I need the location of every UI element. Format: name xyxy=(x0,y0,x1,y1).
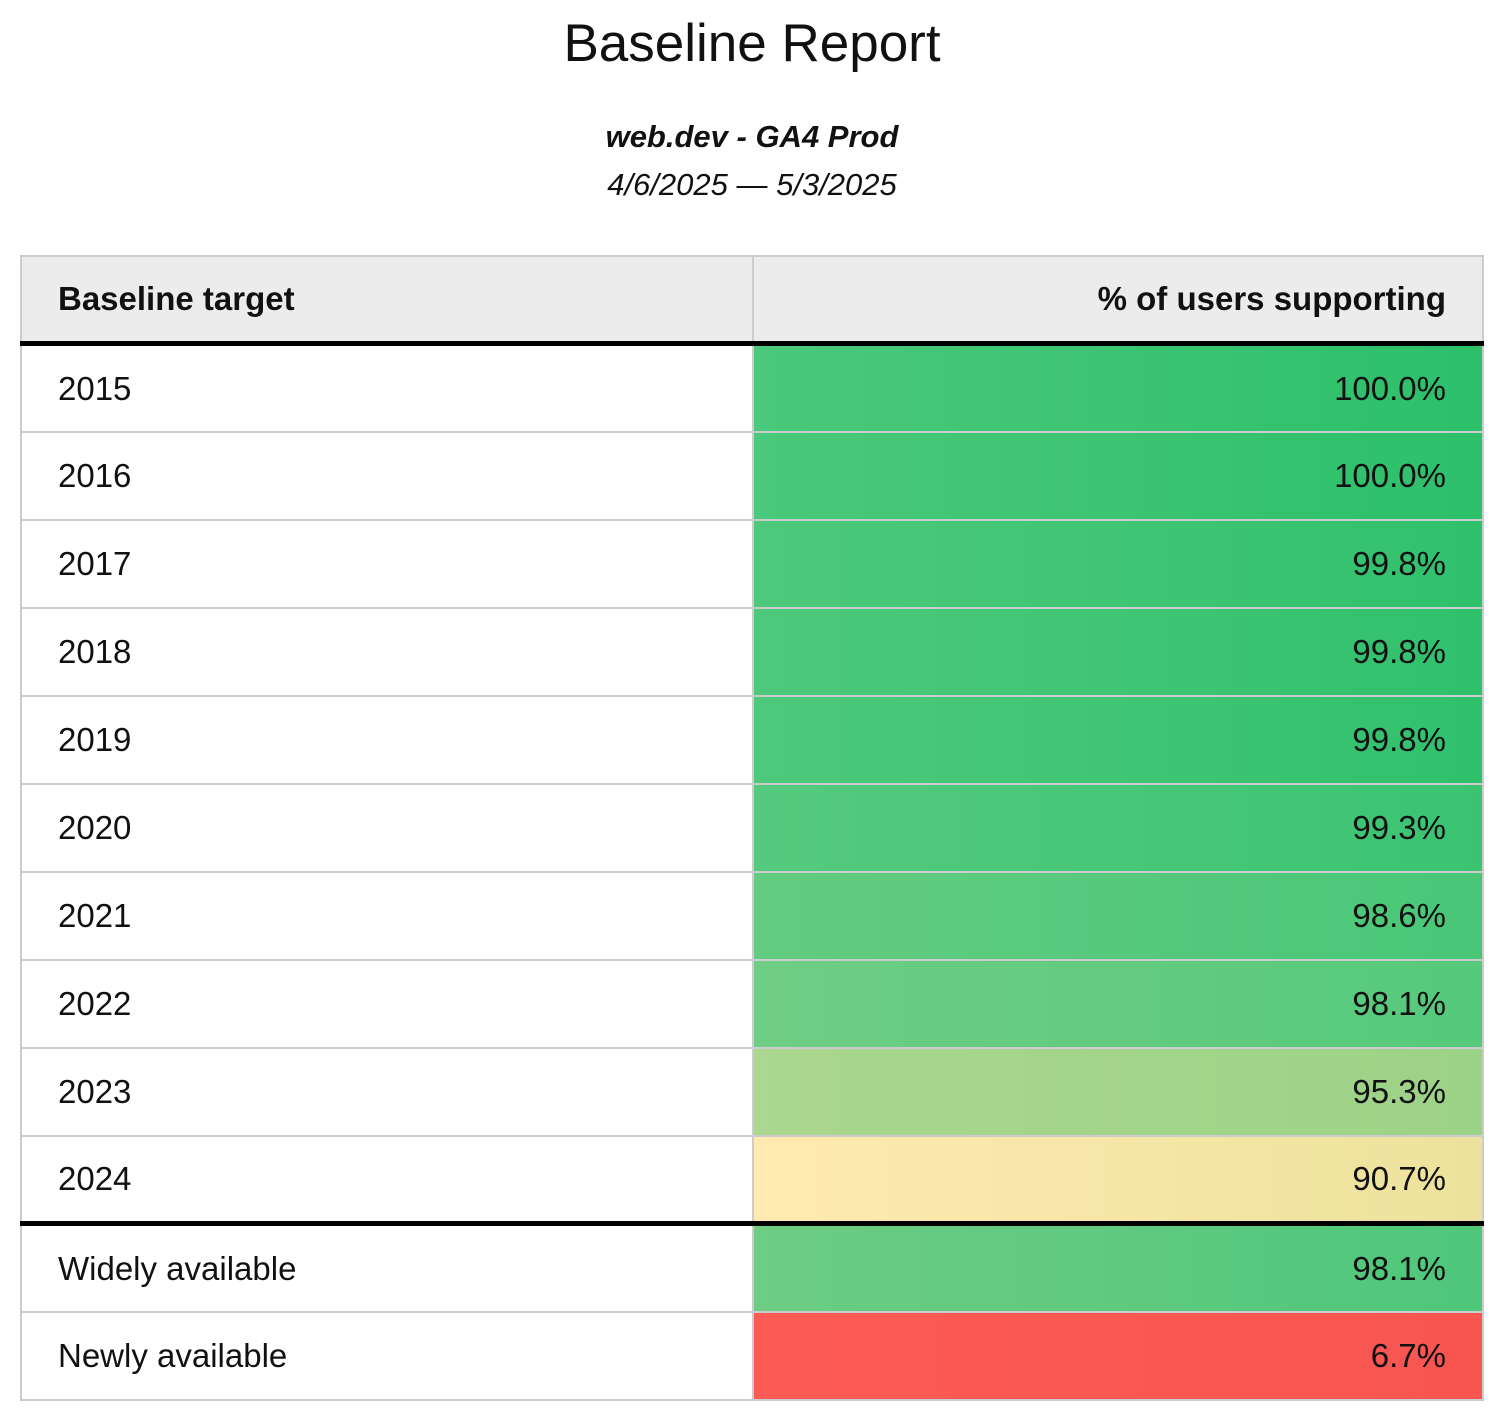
row-value: 99.8% xyxy=(752,606,1484,697)
baseline-table: Baseline target % of users supporting 20… xyxy=(20,254,1484,1401)
table-row: Widely available 98.1% xyxy=(20,1221,1484,1313)
row-label: 2015 xyxy=(20,342,754,433)
row-label: Widely available xyxy=(20,1221,754,1313)
table-row: 2018 99.8% xyxy=(20,606,1484,697)
row-label: 2016 xyxy=(20,430,754,521)
row-value: 100.0% xyxy=(752,430,1484,521)
row-value: 95.3% xyxy=(752,1046,1484,1137)
row-label: Newly available xyxy=(20,1310,754,1401)
row-value: 100.0% xyxy=(752,342,1484,433)
column-header-baseline-target: Baseline target xyxy=(20,254,754,347)
table-row: 2021 98.6% xyxy=(20,870,1484,961)
report-subtitle: web.dev - GA4 Prod xyxy=(605,118,899,154)
row-label: 2017 xyxy=(20,518,754,609)
row-label: 2021 xyxy=(20,870,754,961)
row-label: 2019 xyxy=(20,694,754,785)
page-title: Baseline Report xyxy=(563,14,941,73)
row-value: 99.8% xyxy=(752,694,1484,785)
row-label: 2020 xyxy=(20,782,754,873)
row-value: 98.6% xyxy=(752,870,1484,961)
row-value: 90.7% xyxy=(752,1134,1484,1225)
row-label: 2018 xyxy=(20,606,754,697)
table-header-row: Baseline target % of users supporting xyxy=(20,254,1484,347)
row-label: 2022 xyxy=(20,958,754,1049)
table-row: Newly available 6.7% xyxy=(20,1310,1484,1401)
table-row: 2017 99.8% xyxy=(20,518,1484,609)
table-row: 2019 99.8% xyxy=(20,694,1484,785)
table-row: 2015 100.0% xyxy=(20,342,1484,433)
table-row: 2023 95.3% xyxy=(20,1046,1484,1137)
row-value: 99.8% xyxy=(752,518,1484,609)
column-header-percent-users: % of users supporting xyxy=(752,254,1484,347)
table-row: 2022 98.1% xyxy=(20,958,1484,1049)
report-date-range: 4/6/2025 — 5/3/2025 xyxy=(607,166,897,202)
row-value: 98.1% xyxy=(752,958,1484,1049)
table-row: 2024 90.7% xyxy=(20,1134,1484,1225)
row-label: 2024 xyxy=(20,1134,754,1225)
row-value: 99.3% xyxy=(752,782,1484,873)
row-value: 6.7% xyxy=(752,1310,1484,1401)
table-row: 2016 100.0% xyxy=(20,430,1484,521)
row-label: 2023 xyxy=(20,1046,754,1137)
table-row: 2020 99.3% xyxy=(20,782,1484,873)
row-value: 98.1% xyxy=(752,1221,1484,1313)
